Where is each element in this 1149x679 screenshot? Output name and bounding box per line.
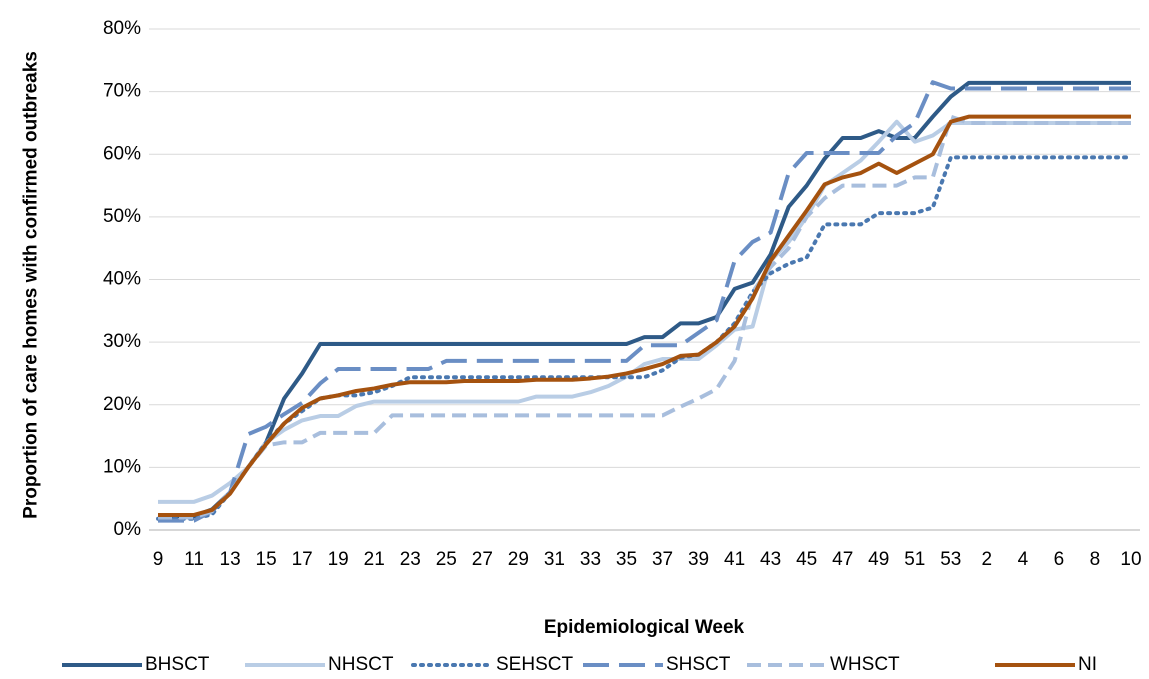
y-tick-label: 30% (103, 331, 141, 352)
x-tick-label: 39 (688, 549, 709, 570)
x-axis-title: Epidemiological Week (544, 617, 745, 638)
x-tick-label: 9 (153, 549, 164, 570)
x-tick-label: 25 (436, 549, 457, 570)
series-line (158, 80, 1131, 523)
x-tick-label: 37 (652, 549, 673, 570)
legend-label: SHSCT (666, 654, 731, 675)
y-tick-label: 70% (103, 81, 141, 102)
x-tick-label: 15 (256, 549, 277, 570)
x-tick-label: 53 (940, 549, 961, 570)
y-axis-title: Proportion of care homes with confirmed … (20, 51, 42, 519)
x-tick-label: 23 (400, 549, 421, 570)
x-tick-label: 4 (1018, 549, 1029, 570)
y-tick-label: 40% (103, 269, 141, 290)
y-tick-label: 60% (103, 143, 141, 164)
x-tick-label: 31 (544, 549, 565, 570)
x-tick-label: 45 (796, 549, 817, 570)
x-tick-label: 8 (1090, 549, 1101, 570)
y-tick-label: 80% (103, 18, 141, 39)
legend-label: BHSCT (145, 654, 210, 675)
legend-label: NHSCT (328, 654, 394, 675)
series-line (158, 80, 1131, 519)
legend-label: NI (1078, 654, 1097, 675)
y-tick-label: 0% (114, 519, 142, 540)
y-tick-label: 20% (103, 394, 141, 415)
series-line (158, 114, 1131, 517)
legend-label: SEHSCT (496, 654, 573, 675)
x-tick-label: 47 (832, 549, 853, 570)
y-tick-label: 10% (103, 456, 141, 477)
x-tick-label: 13 (220, 549, 241, 570)
series-line (158, 119, 1131, 504)
x-tick-label: 51 (904, 549, 925, 570)
x-tick-label: 43 (760, 549, 781, 570)
x-tick-label: 35 (616, 549, 637, 570)
x-tick-label: 11 (184, 549, 204, 570)
x-tick-label: 19 (328, 549, 349, 570)
legend-label: WHSCT (830, 654, 900, 675)
x-tick-label: 27 (472, 549, 493, 570)
x-tick-label: 2 (982, 549, 993, 570)
x-tick-label: 6 (1054, 549, 1065, 570)
x-tick-label: 41 (724, 549, 745, 570)
y-tick-label: 50% (103, 206, 141, 227)
x-tick-label: 49 (868, 549, 889, 570)
x-tick-label: 21 (364, 549, 385, 570)
x-tick-label: 10 (1120, 549, 1141, 570)
x-tick-label: 33 (580, 549, 601, 570)
series-line (158, 114, 1131, 520)
x-tick-label: 29 (508, 549, 529, 570)
x-tick-label: 17 (292, 549, 313, 570)
